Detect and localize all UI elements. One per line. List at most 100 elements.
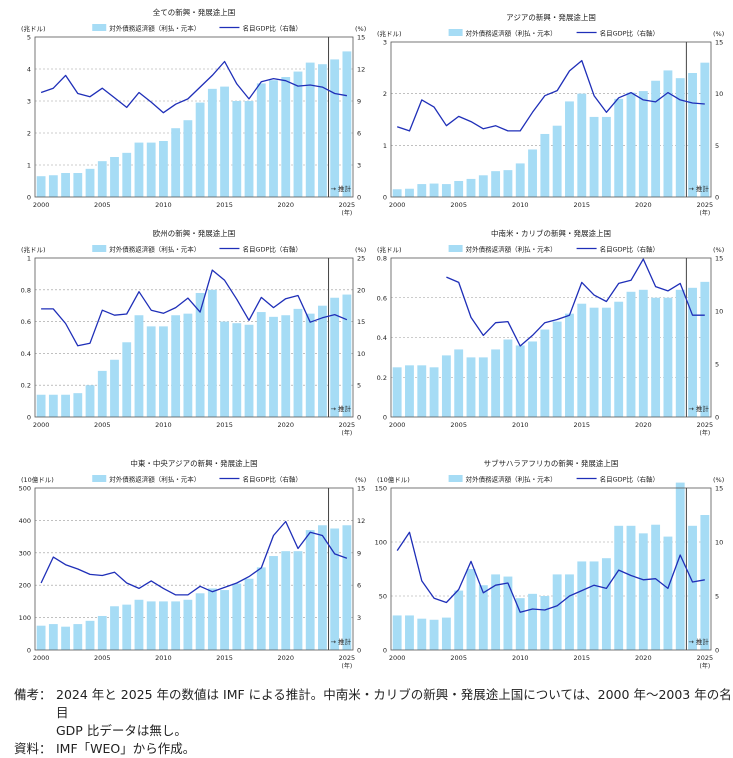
bar <box>110 606 119 650</box>
left-tick-label: 500 <box>19 485 31 493</box>
x-tick-label: 2015 <box>573 421 590 429</box>
chart-title: アジアの新興・発展途上国 <box>506 12 596 22</box>
bar <box>663 536 673 650</box>
bar <box>638 289 648 417</box>
bar <box>73 173 83 197</box>
bar <box>220 321 229 417</box>
right-tick-label: 12 <box>357 66 365 74</box>
right-tick-label: 0 <box>715 194 719 202</box>
left-tick-label: 2 <box>27 130 31 138</box>
left-tick-label: 100 <box>19 614 31 622</box>
bar <box>700 515 710 650</box>
bar <box>540 133 550 197</box>
chart-panel-3: 欧州の新興・発展途上国 (兆ドル) (%) 対外債務返済額（利払・元本） 名目GDP比（… <box>21 228 367 437</box>
bar <box>651 80 661 197</box>
left-tick-label: 200 <box>19 582 31 590</box>
left-tick-label: 0.2 <box>21 382 31 390</box>
x-tick-label: 2020 <box>635 421 652 429</box>
bar <box>651 524 661 650</box>
bar <box>305 62 315 197</box>
bar <box>392 615 402 650</box>
bar <box>195 593 205 650</box>
x-tick-label: 2000 <box>389 654 406 662</box>
x-tick-label: 2005 <box>94 201 111 209</box>
bar <box>392 367 402 417</box>
bar <box>651 297 661 417</box>
chart-panel-6: サブサハラアフリカの新興・発展途上国 (10億ドル) (%) 対外債務返済額（利払・元… <box>375 458 725 670</box>
x-tick-label: 2025 <box>339 201 356 209</box>
bar <box>503 170 513 197</box>
legend-bar-label: 対外債務返済額（利払・元本） <box>466 475 557 484</box>
bar <box>700 281 710 417</box>
bar <box>675 78 685 197</box>
x-tick-label: 2010 <box>155 654 172 662</box>
figure: 全ての新興・発展途上国 (兆ドル) (%) 対外債務返済額（利払・元本） 名目GDP比（… <box>19 7 725 670</box>
left-axis-unit: (兆ドル) <box>21 24 46 33</box>
legend-bar-swatch <box>92 24 107 31</box>
bar <box>466 178 476 197</box>
bar <box>614 98 624 197</box>
bar <box>589 561 599 650</box>
bar <box>614 301 624 417</box>
x-tick-label: 2015 <box>216 654 233 662</box>
note-label-remarks: 備考： <box>14 687 52 702</box>
bar <box>36 394 46 417</box>
right-tick-label: 10 <box>357 350 365 358</box>
note-text-source: IMF「WEO」から作成。 <box>56 741 196 756</box>
x-tick-label: 2010 <box>155 201 172 209</box>
bar <box>146 601 156 650</box>
legend-line-label: 名目GDP比（右軸） <box>242 24 301 33</box>
year-unit-label: (年) <box>342 209 353 217</box>
right-tick-label: 5 <box>715 593 719 601</box>
bar <box>195 102 205 197</box>
bar <box>330 59 340 198</box>
note-remarks: 備考： 2024 年と 2025 年の数値は IMF による推計。中南米・カリブ… <box>14 686 733 722</box>
bar <box>159 601 168 650</box>
x-tick-label: 2005 <box>450 201 467 209</box>
bar <box>85 385 95 417</box>
bar <box>305 530 315 650</box>
left-tick-label: 0.6 <box>377 294 387 302</box>
x-tick-label: 2005 <box>450 421 467 429</box>
legend-bar-label: 対外債務返済額（利払・元本） <box>109 245 200 254</box>
notes: 備考： 2024 年と 2025 年の数値は IMF による推計。中南米・カリブ… <box>14 686 733 758</box>
bar <box>638 91 648 197</box>
right-axis-unit: (%) <box>713 246 724 254</box>
bar <box>244 101 254 197</box>
x-tick-label: 2025 <box>697 654 714 662</box>
bar <box>220 590 229 650</box>
left-tick-label: 1 <box>383 142 387 150</box>
bar <box>565 574 574 650</box>
bar <box>171 128 181 197</box>
bar <box>478 357 488 417</box>
bar <box>589 307 599 417</box>
bar <box>293 71 303 197</box>
bar <box>293 308 303 417</box>
legend-line-label: 名目GDP比（右軸） <box>600 29 659 38</box>
bar <box>614 525 624 650</box>
left-tick-label: 5 <box>27 34 31 42</box>
left-tick-label: 0.8 <box>377 255 387 263</box>
bar <box>97 161 107 197</box>
x-tick-label: 2000 <box>33 421 50 429</box>
bar <box>663 297 673 417</box>
bar <box>429 367 439 417</box>
legend-bar-label: 対外債務返済額（利払・元本） <box>109 24 200 33</box>
bar <box>441 617 451 650</box>
bar <box>256 83 266 197</box>
gdp-ratio-line <box>40 520 348 596</box>
bar <box>220 86 229 197</box>
left-tick-label: 100 <box>375 539 387 547</box>
bar <box>515 163 525 197</box>
right-tick-label: 15 <box>715 255 723 263</box>
bar <box>48 394 58 417</box>
bar <box>269 80 278 197</box>
right-tick-label: 0 <box>715 414 719 422</box>
legend-bar-label: 対外債務返済額（利払・元本） <box>466 245 557 254</box>
forecast-label: → 推計 <box>688 637 709 646</box>
left-tick-label: 50 <box>379 593 387 601</box>
right-tick-label: 15 <box>715 485 723 493</box>
bar <box>675 482 685 650</box>
bar <box>232 323 242 417</box>
bar <box>454 180 464 197</box>
